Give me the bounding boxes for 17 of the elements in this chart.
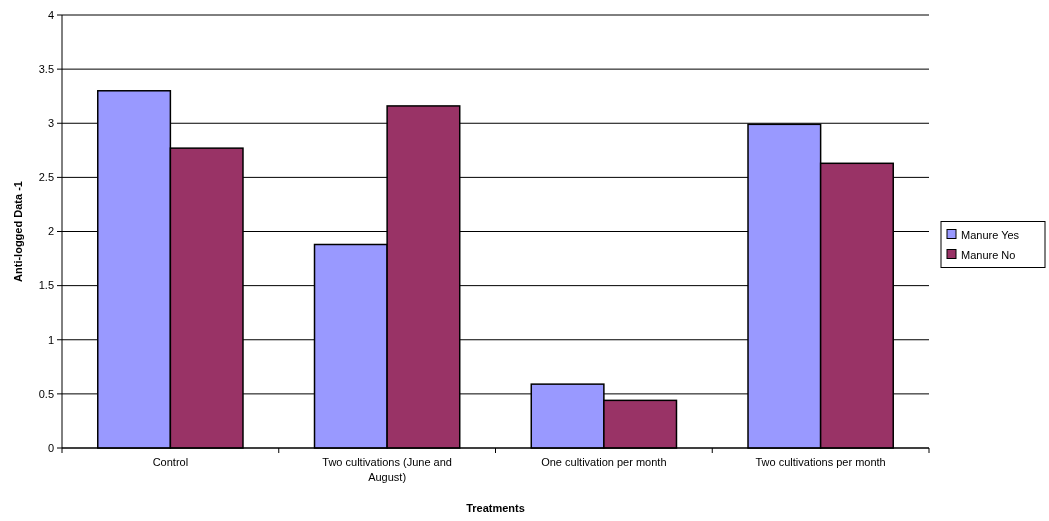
y-tick-label: 0 (47, 441, 54, 454)
y-tick-label: 1.5 (38, 279, 54, 292)
x-axis-title: Treatments (466, 502, 525, 514)
x-tick-label: One cultivation per month (541, 456, 667, 468)
y-tick-label: 3.5 (38, 62, 54, 75)
y-tick-label: 2 (47, 225, 54, 238)
x-tick-label: Two cultivations (June and August) (322, 456, 452, 483)
y-tick-label: 1 (47, 333, 54, 346)
x-tick-label: Control (152, 456, 189, 468)
y-tick-label: 2.5 (38, 171, 54, 184)
legend-label: Manure Yes (961, 228, 1020, 241)
y-tick-label: 0.5 (38, 387, 54, 400)
legend-label: Manure No (961, 248, 1016, 261)
y-axis-title: Anti-logged Data -1 (12, 181, 24, 282)
y-tick-label: 3 (47, 117, 54, 130)
x-tick-label: Two cultivations per month (755, 456, 886, 468)
y-tick-label: 4 (47, 8, 54, 21)
